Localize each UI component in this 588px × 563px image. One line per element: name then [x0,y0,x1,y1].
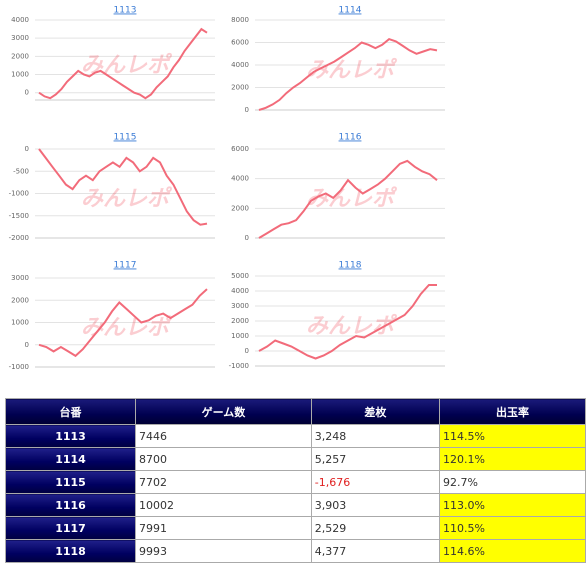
header-cell: ゲーム数 [135,398,312,425]
diff-cell: 4,377 [310,539,441,563]
y-tick-label: 0 [25,341,29,349]
y-tick-label: 0 [245,347,249,355]
watermark: みんレポ [306,186,398,212]
unit-cell: 1115 [4,470,137,494]
table-row: 1118 9993 4,377 114.6% [4,539,586,563]
y-tick-label: 2000 [11,52,29,60]
y-tick-label: 2000 [231,84,249,92]
games-cell: 8700 [135,447,312,471]
table-header: 台番 ゲーム数 差枚 出玉率 [4,398,586,425]
diff-cell: 5,257 [310,447,441,471]
diff-cell: -1,676 [310,470,441,494]
table-row: 1115 7702 -1,676 92.7% [4,470,586,494]
rate-cell: 120.1% [439,447,586,471]
games-cell: 7702 [135,470,312,494]
table-row: 1114 8700 5,257 120.1% [4,447,586,471]
y-tick-label: 2000 [11,296,29,304]
y-tick-label: 6000 [231,145,249,153]
chart-title[interactable]: 1113 [114,6,137,16]
table-row: 1113 7446 3,248 114.5% [4,424,586,448]
y-tick-label: 6000 [231,39,249,47]
y-tick-label: 4000 [231,175,249,183]
table-row: 1117 7991 2,529 110.5% [4,516,586,540]
watermark: みんレポ [81,315,173,341]
rate-cell: 92.7% [439,470,586,494]
data-line [38,288,208,358]
y-tick-label: 3000 [231,302,249,310]
y-tick-label: 2000 [231,204,249,212]
y-tick-label: 4000 [231,287,249,295]
unit-cell: 1114 [4,447,137,471]
y-tick-label: 0 [25,89,29,97]
games-cell: 10002 [135,493,312,517]
y-tick-label: -1000 [9,190,29,198]
rate-cell: 114.5% [439,424,586,448]
y-tick-label: 1000 [11,319,29,327]
y-tick-label: 3000 [11,34,29,42]
y-tick-label: 0 [245,234,249,242]
result-table: 台番 ゲーム数 差枚 出玉率 1113 7446 3,248 114.5% 1114 8700 5… [4,398,586,563]
data-line [258,284,437,360]
header-cell: 出玉率 [439,398,586,425]
diff-cell: 3,248 [310,424,441,448]
unit-cell: 1116 [4,493,137,517]
chart-title[interactable]: 1115 [114,133,137,143]
unit-cell: 1117 [4,516,137,540]
y-tick-label: -500 [13,167,29,175]
data-line [38,27,208,100]
watermark: みんレポ [81,186,173,212]
y-tick-label: -1000 [9,363,29,371]
y-tick-label: 2000 [231,317,249,325]
games-cell: 7446 [135,424,312,448]
y-tick-label: -2000 [9,234,29,242]
unit-cell: 1118 [4,539,137,563]
chart-title[interactable]: 1116 [339,133,362,143]
watermark: みんレポ [81,52,173,78]
unit-cell: 1113 [4,424,137,448]
y-tick-label: 0 [25,145,29,153]
charts: 1113 0 1000 2000 3000 4000 みんレポ 1114 0 2000 4000 60… [9,6,445,371]
header-cell: 差枚 [310,398,441,425]
y-tick-label: 8000 [231,16,249,24]
data-line [38,148,208,226]
y-tick-label: -1000 [229,362,249,370]
watermark: みんレポ [306,57,398,83]
watermark: みんレポ [306,313,398,339]
rate-cell: 114.6% [439,539,586,563]
y-tick-label: 0 [245,106,249,114]
y-tick-label: 4000 [231,61,249,69]
diff-cell: 3,903 [310,493,441,517]
y-tick-label: 1000 [231,332,249,340]
y-tick-label: 3000 [11,274,29,282]
rate-cell: 113.0% [439,493,586,517]
table-body: 1113 7446 3,248 114.5% 1114 8700 5,257 120.1% 11… [4,424,586,563]
data-line [258,37,438,111]
data-line [258,159,438,239]
chart-title[interactable]: 1114 [339,6,362,16]
header-cell: 台番 [4,398,137,425]
diff-cell: 2,529 [310,516,441,540]
y-tick-label: 4000 [11,16,29,24]
rate-cell: 110.5% [439,516,586,540]
y-tick-label: 5000 [231,272,249,280]
games-cell: 9993 [135,539,312,563]
table-row: 1116 10002 3,903 113.0% [4,493,586,517]
chart-title[interactable]: 1117 [114,261,137,271]
games-cell: 7991 [135,516,312,540]
y-tick-label: 1000 [11,71,29,79]
y-tick-label: -1500 [9,212,29,220]
chart-title[interactable]: 1118 [339,261,362,271]
